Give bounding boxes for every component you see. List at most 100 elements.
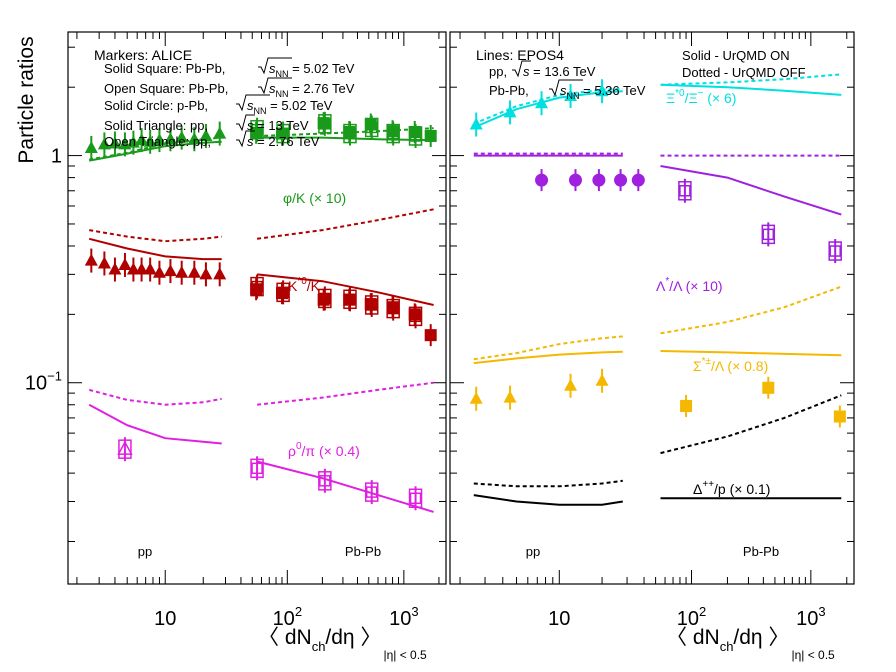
energy-text: sNN = 5.02 TeV xyxy=(269,61,355,79)
x-axis-title: 〈 dNch/dη 〉|η| < 0.5 xyxy=(666,626,835,662)
legend-heading-markers: Markers: ALICE xyxy=(94,47,192,63)
alice-xi-solid-triangle-point xyxy=(564,88,578,101)
sqrt-sign xyxy=(258,77,292,95)
alice-kstar-solid-triangle-point xyxy=(199,267,213,280)
series-label-xi: Ξ*0/Ξ− (× 6) xyxy=(666,88,736,106)
alice-phi-solid-triangle-point xyxy=(199,128,213,141)
alice-phi-open-square-point xyxy=(344,127,356,140)
alice-phi-solid-triangle-point xyxy=(108,136,122,149)
legend-entry-marker: Open Triangle: pp, xyxy=(104,134,211,149)
systematic-box xyxy=(364,117,379,138)
energy-label: sNN = 5.02 TeV xyxy=(258,57,355,79)
alice-sigma-solid-triangle-point xyxy=(595,373,609,386)
alice-phi-open-square-point xyxy=(277,127,289,140)
alice-lambda-open-square-point xyxy=(829,245,841,257)
sqrt-sign xyxy=(258,57,292,75)
alice-kstar-solid-triangle-point xyxy=(84,253,98,266)
series-labels-layer: φ/K (× 10) K*0/K ρ0/π (× 0.4) Ξ*0/Ξ− (× 6) Λ… xyxy=(283,88,770,497)
alice-kstar-solid-triangle-point xyxy=(135,262,149,275)
systematic-box xyxy=(250,276,264,297)
systematic-box xyxy=(343,123,357,144)
energy-label: s = 2.76 TeV xyxy=(236,130,320,149)
alice-kstar-open-square-point xyxy=(319,292,331,305)
alice-sigma-solid-triangle-point xyxy=(469,391,483,404)
systematic-box xyxy=(276,123,290,144)
alice-phi-solid-triangle-point xyxy=(143,134,157,147)
plot-frame-right xyxy=(449,31,855,585)
alice-kstar-solid-square-point xyxy=(275,287,288,300)
energy-text: s = 2.76 TeV xyxy=(247,134,320,149)
alice-xi-solid-triangle-point xyxy=(535,96,549,109)
alice-phi-solid-triangle-point xyxy=(163,132,177,145)
alice-phi-solid-triangle-point xyxy=(213,126,227,139)
x-tick-label: 103 xyxy=(389,604,418,630)
alice-phi-solid-triangle-point xyxy=(187,132,201,145)
systematic-box xyxy=(318,288,332,309)
legend-entry-line: Pb-Pb, xyxy=(489,83,529,98)
panel-label-pp: pp xyxy=(138,544,152,559)
alice-kstar-solid-square-point xyxy=(424,329,437,342)
panel-label-pbpb: Pb-Pb xyxy=(743,544,779,559)
epos4-kstar-pb-dotted-line xyxy=(256,208,434,240)
alice-kstar-open-square-point xyxy=(344,293,356,306)
systematic-box xyxy=(364,295,379,315)
series-label-lambda: Λ*/Λ (× 10) xyxy=(656,276,723,294)
legend-note-solid: Solid - UrQMD ON xyxy=(682,48,790,63)
x-tick-label: 103 xyxy=(796,604,825,630)
series-label-rho: ρ0/π (× 0.4) xyxy=(288,441,360,459)
alice-lambda-solid-circle-point xyxy=(535,173,549,187)
alice-phi-solid-square-point xyxy=(317,117,330,130)
legend-entry-marker: Solid Circle: p-Pb, xyxy=(104,98,208,113)
alice-kstar-solid-triangle-point xyxy=(187,265,201,278)
alice-lambda-open-square-point xyxy=(762,228,775,241)
systematic-box xyxy=(678,181,692,201)
systematic-box xyxy=(386,298,400,319)
sqrt-sign xyxy=(236,114,255,132)
epos4-rho-pp-dotted-line xyxy=(88,388,222,406)
alice-lambda-solid-circle-point xyxy=(631,173,645,187)
sqrt-sign xyxy=(549,79,583,97)
alice-sigma-solid-triangle-point xyxy=(564,378,578,391)
alice-sigma-solid-square-point xyxy=(833,410,846,423)
sqrt-sign xyxy=(236,94,270,112)
alice-kstar-solid-triangle-point xyxy=(213,267,227,280)
x-tick-label: 102 xyxy=(677,604,706,630)
data-markers-layer xyxy=(84,79,846,511)
sqrt-sign xyxy=(512,60,531,78)
alice-kstar-solid-triangle-point xyxy=(143,262,157,275)
alice-phi-open-square-point xyxy=(387,127,399,140)
systematic-box xyxy=(318,114,332,134)
alice-phi-solid-square-point xyxy=(275,127,288,140)
systematic-box xyxy=(828,241,842,261)
systematic-box xyxy=(386,123,400,144)
alice-rho-open-square-point xyxy=(409,492,422,505)
systematic-box xyxy=(250,458,264,479)
alice-rho-open-triangle-point xyxy=(117,440,133,455)
epos4-xi-pb-solid-line xyxy=(660,83,842,96)
alice-phi-solid-triangle-point xyxy=(175,130,189,143)
epos4-delta-pb-dotted-line xyxy=(660,394,842,455)
alice-phi-solid-triangle-point xyxy=(152,133,166,146)
alice-xi-solid-triangle-point xyxy=(595,84,609,97)
legend-entry-marker: Solid Square: Pb-Pb, xyxy=(104,61,225,76)
epos4-phi-pp-solid-line xyxy=(89,140,222,162)
epos4-delta-pp-solid-line xyxy=(473,494,623,506)
alice-sigma-solid-square-point xyxy=(680,399,693,412)
energy-text: s = 13.6 TeV xyxy=(523,64,596,79)
systematic-box xyxy=(408,126,423,146)
alice-phi-open-square-point xyxy=(409,130,422,142)
alice-kstar-solid-triangle-point xyxy=(175,265,189,278)
legend-note-dotted: Dotted - UrQMD OFF xyxy=(682,65,806,80)
alice-kstar-solid-triangle-point xyxy=(108,262,122,275)
alice-kstar-solid-triangle-point xyxy=(118,257,132,270)
energy-label: sNN = 5.02 TeV xyxy=(236,94,333,116)
energy-text: sNN = 5.02 TeV xyxy=(247,98,333,116)
systematic-box xyxy=(761,224,776,245)
x-axis-title: 〈 dNch/dη 〉|η| < 0.5 xyxy=(258,626,427,662)
y-tick-label: 1 xyxy=(51,146,62,168)
y-axis-title: Particle ratios xyxy=(15,36,38,163)
alice-kstar-open-square-point xyxy=(365,299,378,311)
systematic-box xyxy=(118,439,132,459)
energy-label: s = 13 TeV xyxy=(236,114,309,133)
